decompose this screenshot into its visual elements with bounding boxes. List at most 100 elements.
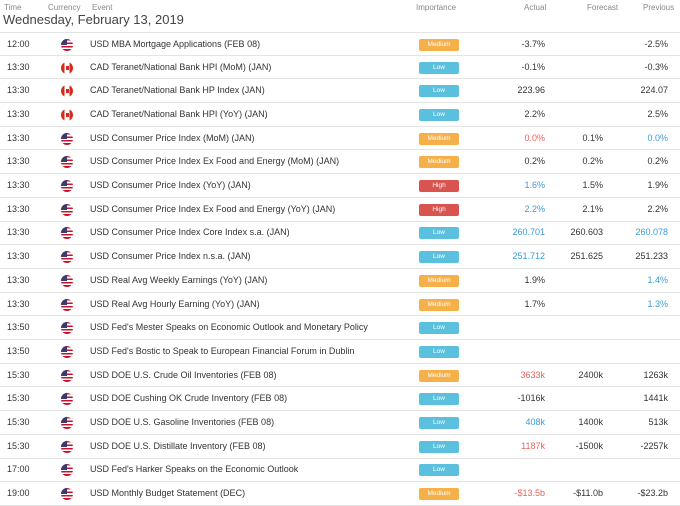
event-row: 13:30 CAD Teranet/National Bank HP Index …	[0, 79, 680, 104]
flag-canton	[61, 464, 67, 471]
actual-value: 1.7%	[524, 298, 545, 309]
event-name: USD Monthly Budget Statement (DEC)	[90, 488, 246, 499]
currency-flag	[61, 180, 73, 193]
event-name: USD Consumer Price Index n.s.a. (JAN)	[90, 251, 251, 262]
event-name: USD MBA Mortgage Applications (FEB 08)	[90, 38, 261, 49]
flag-canton	[61, 345, 67, 352]
previous-value: 513k	[648, 417, 668, 428]
currency-flag	[61, 488, 73, 501]
column-header: Previous	[643, 3, 675, 12]
currency-flag	[61, 440, 73, 453]
previous-value: 1.3%	[647, 298, 668, 309]
currency-flag	[61, 61, 73, 74]
actual-value: 2.2%	[524, 108, 545, 119]
column-header: Time	[4, 3, 22, 12]
forecast-value: 0.1%	[582, 132, 603, 143]
flag-canton	[61, 322, 67, 329]
flag-canton	[61, 156, 67, 163]
event-name: CAD Teranet/National Bank HP Index (JAN)	[90, 85, 265, 96]
forecast-value: 2.1%	[582, 203, 603, 214]
flag-leaf	[65, 65, 69, 70]
flag-canton	[61, 203, 67, 210]
flag-canton	[61, 227, 67, 234]
previous-value: 0.0%	[647, 132, 668, 143]
currency-flag	[61, 132, 73, 145]
time: 13:50	[7, 322, 30, 333]
currency-flag	[61, 322, 73, 335]
column-header: Currency	[48, 3, 81, 12]
currency-flag	[61, 345, 73, 358]
importance-badge: Low	[419, 251, 459, 264]
actual-value: 223.96	[517, 85, 545, 96]
currency-flag	[61, 227, 73, 240]
event-row: 13:30 USD Consumer Price Index (MoM) (JAN…	[0, 127, 680, 151]
event-row: 13:30 USD Consumer Price Index Ex Food an…	[0, 151, 680, 175]
forecast-value: 251.625	[570, 251, 603, 262]
event-row: 17:00 USD Fed's Harker Speaks on the Econ…	[0, 459, 680, 483]
currency-flag	[61, 464, 73, 477]
flag-canton	[61, 38, 67, 45]
importance-badge: High	[419, 203, 459, 216]
event-name: USD Consumer Price Index Ex Food and Ene…	[90, 156, 340, 167]
previous-value: 1.4%	[647, 274, 668, 285]
importance-badge: Low	[419, 85, 459, 98]
event-name: USD Consumer Price Index Core Index s.a.…	[90, 227, 290, 238]
event-name: USD DOE Cushing OK Crude Inventory (FEB …	[90, 393, 288, 404]
importance-badge: Medium	[419, 274, 459, 287]
actual-value: -$13.5b	[514, 488, 545, 499]
time: 13:30	[7, 227, 30, 238]
flag-canton	[61, 298, 67, 305]
event-name: USD Fed's Harker Speaks on the Economic …	[90, 464, 299, 475]
actual-value: -1016k	[517, 393, 545, 404]
event-row: 13:30 CAD Teranet/National Bank HPI (YoY)…	[0, 103, 680, 127]
actual-value: 1.9%	[524, 274, 545, 285]
event-row: 15:30 USD DOE Cushing OK Crude Inventory …	[0, 388, 680, 412]
event-name: USD Fed's Bostic to Speak to European Fi…	[90, 345, 355, 356]
flag-canton	[61, 132, 67, 139]
previous-value: 260.078	[635, 227, 668, 238]
event-name: USD Fed's Mester Speaks on Economic Outl…	[90, 322, 368, 333]
event-row: 13:30 USD Consumer Price Index (YoY) (JAN…	[0, 174, 680, 198]
time: 13:30	[7, 251, 30, 262]
event-row: 13:30 USD Real Avg Weekly Earnings (YoY) …	[0, 269, 680, 293]
flag-canton	[61, 180, 67, 187]
flag-canton	[61, 488, 67, 495]
event-row: 13:30 USD Consumer Price Index Core Index…	[0, 222, 680, 246]
importance-badge: Medium	[419, 132, 459, 145]
importance-badge: Low	[419, 61, 459, 74]
event-name: USD Consumer Price Index (YoY) (JAN)	[90, 180, 251, 191]
time: 13:50	[7, 345, 30, 356]
importance-badge: Low	[419, 227, 459, 240]
column-header: Event	[92, 3, 113, 12]
importance-badge: Low	[419, 393, 459, 406]
actual-value: 3633k	[520, 369, 545, 380]
event-name: CAD Teranet/National Bank HPI (YoY) (JAN…	[90, 108, 268, 119]
importance-badge: High	[419, 180, 459, 193]
actual-value: -0.1%	[521, 61, 545, 72]
actual-value: 2.2%	[524, 203, 545, 214]
actual-value: 260.701	[512, 227, 545, 238]
column-header: Forecast	[587, 3, 619, 12]
currency-flag	[61, 417, 73, 430]
currency-flag	[61, 251, 73, 264]
event-row: 13:50 USD Fed's Mester Speaks on Economic…	[0, 316, 680, 341]
importance-badge: Medium	[419, 298, 459, 311]
column-header: Importance	[416, 3, 457, 12]
time: 13:30	[7, 61, 30, 72]
event-row: 13:30 USD Real Avg Hourly Earning (YoY) (…	[0, 293, 680, 317]
forecast-value: 0.2%	[582, 156, 603, 167]
date-heading: Wednesday, February 13, 2019	[3, 12, 184, 27]
flag-leaf	[65, 89, 69, 94]
time: 13:30	[7, 180, 30, 191]
event-name: USD DOE U.S. Distillate Inventory (FEB 0…	[90, 440, 266, 451]
importance-badge: Medium	[419, 488, 459, 501]
forecast-value: 1.5%	[582, 180, 603, 191]
actual-value: 1187k	[521, 440, 545, 451]
forecast-value: 1400k	[578, 417, 603, 428]
time: 15:30	[7, 440, 30, 451]
event-row: 19:00 USD Monthly Budget Statement (DEC) M…	[0, 482, 680, 506]
importance-badge: Low	[419, 322, 459, 335]
importance-badge: Low	[419, 417, 459, 430]
importance-badge: Low	[419, 464, 459, 477]
